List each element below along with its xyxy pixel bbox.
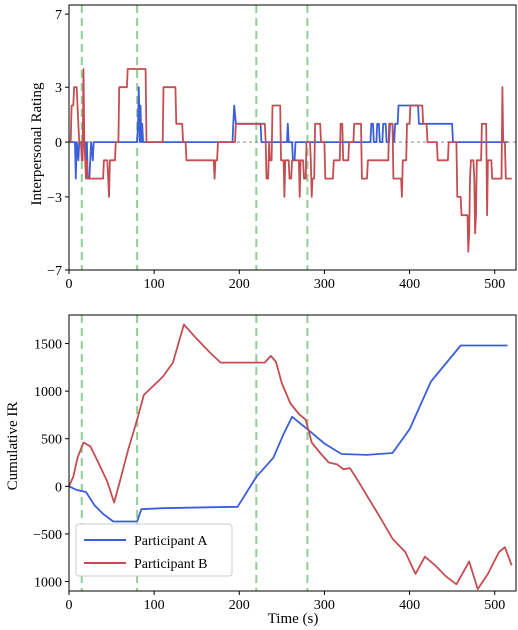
bottom-y-tick-label: −500 — [33, 528, 62, 543]
bottom-marker-lines — [80, 315, 309, 591]
bottom-y-tick-label: 0 — [55, 480, 62, 495]
top-series-line-b — [69, 68, 512, 253]
top-x-tick-label: 300 — [314, 277, 335, 292]
bottom-series-line-a — [68, 344, 508, 523]
bottom-y-tick-label: 1000 — [34, 575, 62, 590]
top-y-tick-label: −7 — [47, 264, 62, 279]
top-marker-lines — [80, 5, 309, 270]
bottom-y-tick-label: 1000 — [34, 385, 62, 400]
top-x-tick-label: 500 — [484, 277, 505, 292]
bottom-plot-frame — [68, 314, 517, 592]
top-y-ticks: 7 3 0 −3 −7 — [47, 8, 69, 279]
legend: Participant A Participant B — [75, 523, 233, 577]
top-x-tick-label: 0 — [66, 277, 73, 292]
bottom-series-group — [68, 323, 513, 590]
top-y-tick-label: 0 — [55, 136, 62, 151]
legend-label-a: Participant A — [134, 534, 208, 549]
legend-label-b: Participant B — [134, 557, 208, 572]
top-y-tick-label: 3 — [55, 81, 62, 96]
top-y-axis-label: Interpersonal Rating — [29, 82, 45, 205]
bottom-y-tick-label: 1500 — [34, 338, 62, 353]
top-x-tick-label: 400 — [399, 277, 420, 292]
bottom-y-axis-label: Cumulative IR — [5, 402, 21, 491]
bottom-x-ticks: 0 100 200 300 400 500 — [66, 591, 505, 613]
top-x-ticks: 0 100 200 300 400 500 — [66, 270, 505, 292]
bottom-y-ticks: 1500 1000 500 0 −500 1000 — [33, 338, 69, 590]
top-chart: Interpersonal Rating 0 100 200 300 400 500 7 3… — [29, 4, 517, 292]
bottom-x-tick-label: 0 — [66, 598, 73, 613]
bottom-x-tick-label: 100 — [144, 598, 165, 613]
bottom-chart: Cumulative IR Time (s) 0 100 200 300 400 500 … — [5, 314, 517, 627]
bottom-y-tick-label: 500 — [41, 433, 62, 448]
bottom-x-tick-label: 400 — [399, 598, 420, 613]
bottom-x-tick-label: 300 — [314, 598, 335, 613]
top-x-tick-label: 100 — [144, 277, 165, 292]
top-series-group — [69, 68, 512, 253]
top-plot-frame — [68, 4, 517, 271]
bottom-x-axis-label: Time (s) — [268, 611, 319, 627]
top-x-tick-label: 200 — [229, 277, 250, 292]
top-y-tick-label: −3 — [47, 191, 62, 206]
bottom-x-tick-label: 200 — [229, 598, 250, 613]
bottom-series-line-b — [68, 323, 513, 590]
top-y-tick-label: 7 — [55, 8, 62, 23]
bottom-x-tick-label: 500 — [484, 598, 505, 613]
